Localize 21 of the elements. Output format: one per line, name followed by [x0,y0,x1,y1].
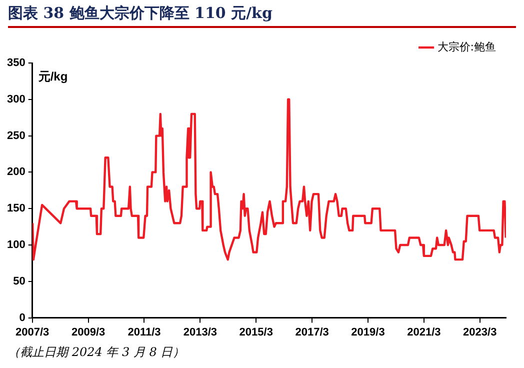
legend-label: 大宗价:鲍鱼 [437,40,496,54]
y-tick-label: 50 [13,275,26,288]
x-tick-label: 2009/3 [72,326,106,338]
x-tick-label: 2013/3 [183,326,218,338]
x-tick-label: 2023/3 [463,326,497,338]
y-tick-label: 0 [19,312,26,324]
y-tick-label: 300 [6,93,26,106]
x-tick-label: 2015/3 [239,326,273,338]
x-tick-label: 2011/3 [128,326,161,338]
x-tick-label: 2021/3 [407,326,441,338]
y-tick-label: 200 [6,166,26,178]
y-tick-label: 100 [6,239,26,252]
chart-title: 图表 38 鲍鱼大宗价下降至 110 元/kg [8,4,516,28]
y-tick-label: 150 [6,202,26,215]
text: （截止日期 2024 年 3 月 8 日） [8,344,185,361]
x-tick-label: 2017/3 [295,326,329,338]
y-tick-label: 350 [6,57,26,70]
y-axis-title: 元/kg [37,69,68,84]
y-tick-label: 250 [6,130,26,142]
x-tick-label: 2019/3 [351,326,385,338]
x-tick-label: 2007/3 [16,326,50,338]
